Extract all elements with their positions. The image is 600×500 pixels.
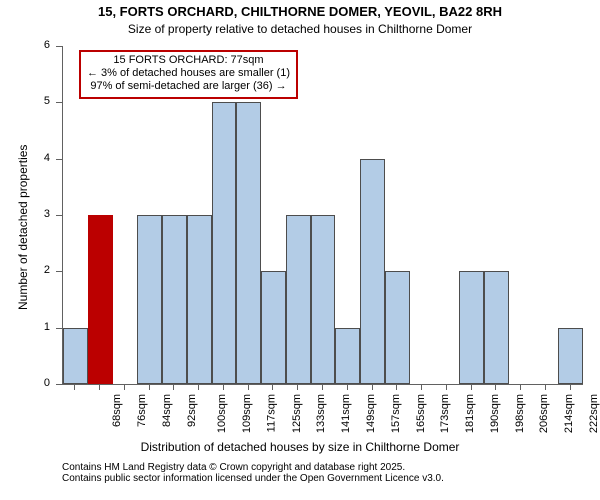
- x-tick-mark: [99, 384, 100, 390]
- bar: [286, 215, 311, 384]
- x-tick-label: 181sqm: [464, 394, 476, 433]
- y-tick-label: 0: [0, 377, 50, 389]
- x-tick-mark: [198, 384, 199, 390]
- x-tick-label: 84sqm: [161, 394, 173, 427]
- x-tick-mark: [520, 384, 521, 390]
- x-tick-label: 222sqm: [588, 394, 600, 433]
- footer: Contains HM Land Registry data © Crown c…: [62, 462, 444, 484]
- x-tick-label: 133sqm: [316, 394, 328, 433]
- annotation-box: 15 FORTS ORCHARD: 77sqm ← 3% of detached…: [79, 50, 298, 99]
- x-tick-mark: [74, 384, 75, 390]
- bar: [261, 271, 286, 384]
- bar: [459, 271, 484, 384]
- bar: [88, 215, 113, 384]
- y-tick-label: 2: [0, 264, 50, 276]
- chart-title: 15, FORTS ORCHARD, CHILTHORNE DOMER, YEO…: [0, 4, 600, 19]
- x-tick-label: 173sqm: [439, 394, 451, 433]
- x-axis-label: Distribution of detached houses by size …: [0, 440, 600, 454]
- x-tick-label: 92sqm: [186, 394, 198, 427]
- x-tick-mark: [297, 384, 298, 390]
- x-tick-label: 206sqm: [538, 394, 550, 433]
- y-tick-mark: [56, 46, 62, 47]
- x-tick-label: 117sqm: [265, 394, 277, 432]
- x-tick-mark: [248, 384, 249, 390]
- x-tick-label: 68sqm: [111, 394, 123, 427]
- x-tick-mark: [322, 384, 323, 390]
- x-tick-label: 125sqm: [291, 394, 303, 433]
- y-tick-mark: [56, 102, 62, 103]
- x-tick-label: 190sqm: [489, 394, 501, 433]
- plot-area: 15 FORTS ORCHARD: 77sqm ← 3% of detached…: [62, 46, 583, 385]
- y-axis-label: Number of detached properties: [16, 145, 30, 310]
- chart-container: 15, FORTS ORCHARD, CHILTHORNE DOMER, YEO…: [0, 0, 600, 500]
- x-tick-mark: [124, 384, 125, 390]
- bar: [335, 328, 360, 384]
- footer-line-1: Contains HM Land Registry data © Crown c…: [62, 462, 444, 473]
- x-tick-label: 165sqm: [415, 394, 427, 433]
- x-tick-label: 141sqm: [340, 394, 352, 433]
- x-tick-label: 100sqm: [217, 394, 229, 433]
- x-tick-label: 214sqm: [563, 394, 575, 433]
- bar: [236, 102, 261, 384]
- x-tick-mark: [372, 384, 373, 390]
- footer-line-2: Contains public sector information licen…: [62, 473, 444, 484]
- x-tick-label: 198sqm: [514, 394, 526, 433]
- x-tick-label: 109sqm: [241, 394, 253, 433]
- bar: [360, 159, 385, 384]
- x-tick-mark: [396, 384, 397, 390]
- x-tick-mark: [421, 384, 422, 390]
- bar: [162, 215, 187, 384]
- y-tick-mark: [56, 271, 62, 272]
- y-tick-label: 3: [0, 208, 50, 220]
- y-tick-label: 1: [0, 321, 50, 333]
- bar: [484, 271, 509, 384]
- bar: [212, 102, 237, 384]
- annotation-line-3: 97% of semi-detached are larger (36) →: [87, 80, 290, 93]
- x-tick-mark: [223, 384, 224, 390]
- y-tick-label: 5: [0, 95, 50, 107]
- bar: [558, 328, 583, 384]
- x-tick-mark: [471, 384, 472, 390]
- x-tick-mark: [446, 384, 447, 390]
- x-tick-mark: [570, 384, 571, 390]
- annotation-line-1: 15 FORTS ORCHARD: 77sqm: [87, 54, 290, 67]
- y-tick-mark: [56, 328, 62, 329]
- bar: [137, 215, 162, 384]
- y-tick-label: 4: [0, 152, 50, 164]
- bar: [311, 215, 336, 384]
- x-tick-mark: [347, 384, 348, 390]
- x-tick-mark: [149, 384, 150, 390]
- x-tick-label: 157sqm: [390, 394, 402, 433]
- y-tick-label: 6: [0, 39, 50, 51]
- y-tick-mark: [56, 215, 62, 216]
- bar: [187, 215, 212, 384]
- x-tick-mark: [173, 384, 174, 390]
- y-tick-mark: [56, 159, 62, 160]
- x-tick-mark: [495, 384, 496, 390]
- x-tick-mark: [272, 384, 273, 390]
- x-tick-label: 76sqm: [136, 394, 148, 427]
- annotation-line-2: ← 3% of detached houses are smaller (1): [87, 67, 290, 80]
- bar: [63, 328, 88, 384]
- x-tick-mark: [545, 384, 546, 390]
- x-tick-label: 149sqm: [365, 394, 377, 433]
- y-tick-mark: [56, 384, 62, 385]
- chart-subtitle: Size of property relative to detached ho…: [0, 22, 600, 36]
- bar: [385, 271, 410, 384]
